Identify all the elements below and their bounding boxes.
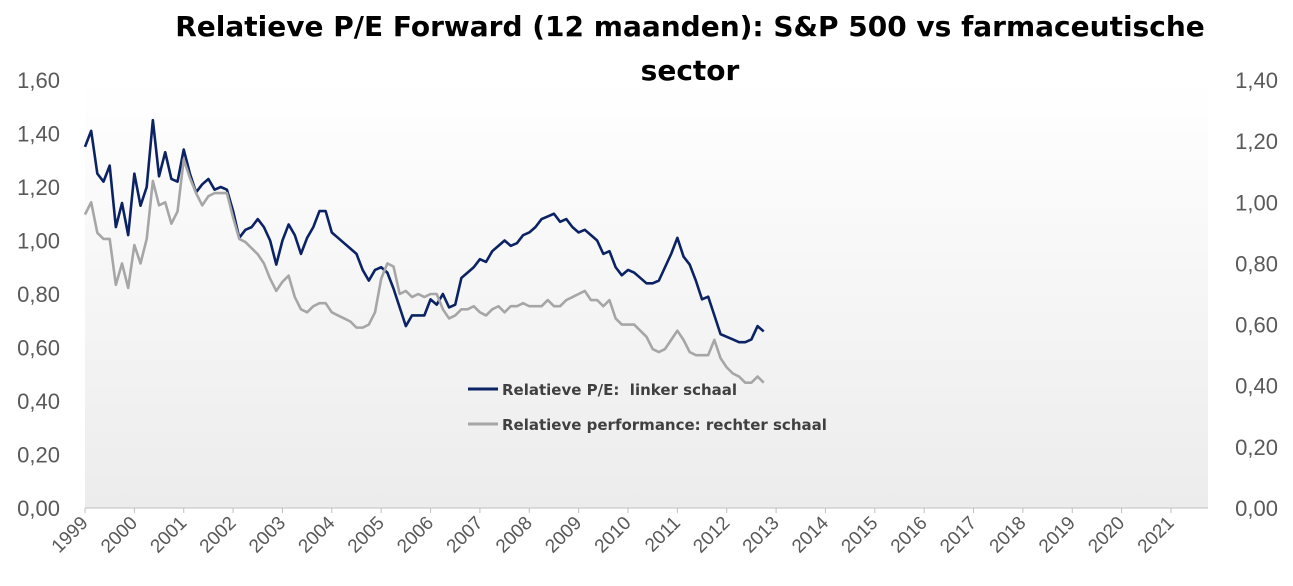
series-line-relatieve-performance (83, 158, 765, 384)
series-line-relatieve-pe (83, 118, 765, 344)
x-tick-label: 2002 (196, 513, 241, 558)
left-tick-label: 0,40 (17, 389, 60, 414)
left-tick-label: 1,20 (17, 175, 60, 200)
x-tick-label: 2021 (1134, 513, 1179, 558)
x-tick-label: 2016 (887, 513, 932, 558)
x-tick-label: 2006 (393, 513, 438, 558)
chart-title-line1: Relatieve P/E Forward (12 maanden): S&P … (175, 10, 1205, 43)
chart-title-line2: sector (641, 54, 740, 87)
left-tick-label: 0,60 (17, 336, 60, 361)
right-axis-ticks: 0,00 0,20 0,40 0,60 0,80 1,00 1,20 1,40 (1235, 68, 1278, 521)
x-tick-label: 2013 (739, 513, 784, 558)
x-tick-label: 2004 (295, 512, 340, 557)
x-tick-label: 2009 (541, 513, 586, 558)
legend: Relatieve P/E: linker schaal Relatieve p… (468, 381, 827, 434)
x-tick-label: 2003 (245, 513, 290, 558)
left-tick-label: 1,60 (17, 68, 60, 93)
x-tick-label: 2008 (492, 513, 537, 558)
x-tick-label: 2015 (838, 513, 883, 558)
right-tick-label: 1,00 (1235, 190, 1278, 215)
x-tick-label: 2001 (147, 513, 192, 558)
x-tick-label: 2012 (690, 513, 735, 558)
x-tick-label: 2000 (97, 513, 142, 558)
x-tick-label: 2017 (936, 513, 981, 558)
right-tick-label: 0,20 (1235, 435, 1278, 460)
x-tick-label: 2010 (591, 513, 636, 558)
right-tick-label: 1,40 (1235, 68, 1278, 93)
left-tick-label: 0,20 (17, 443, 60, 468)
right-tick-label: 1,20 (1235, 129, 1278, 154)
plot-area (85, 80, 1208, 508)
left-axis-ticks: 0,00 0,20 0,40 0,60 0,80 1,00 1,20 1,40 1,60 (17, 68, 60, 521)
x-tick-label: 2014 (788, 512, 833, 557)
right-tick-label: 0,00 (1235, 496, 1278, 521)
x-axis-ticks: 1999 2000 2001 2002 2003 2004 2005 2006 2007 2008… (48, 508, 1179, 557)
legend-label-relatieve-performance: Relatieve performance: rechter schaal (502, 416, 827, 434)
x-tick-label: 2018 (986, 513, 1031, 558)
left-tick-label: 1,40 (17, 122, 60, 147)
left-tick-label: 0,00 (17, 496, 60, 521)
right-tick-label: 0,80 (1235, 251, 1278, 276)
x-tick-label: 2005 (344, 513, 389, 558)
left-tick-label: 1,00 (17, 229, 60, 254)
x-tick-label: 2011 (641, 513, 685, 557)
x-tick-label: 2007 (443, 513, 488, 558)
left-tick-label: 0,80 (17, 282, 60, 307)
right-tick-label: 0,40 (1235, 374, 1278, 399)
legend-label-relatieve-pe: Relatieve P/E: linker schaal (502, 381, 737, 399)
right-tick-label: 0,60 (1235, 313, 1278, 338)
x-tick-label: 2020 (1084, 513, 1129, 558)
x-tick-label: 2019 (1035, 513, 1080, 558)
